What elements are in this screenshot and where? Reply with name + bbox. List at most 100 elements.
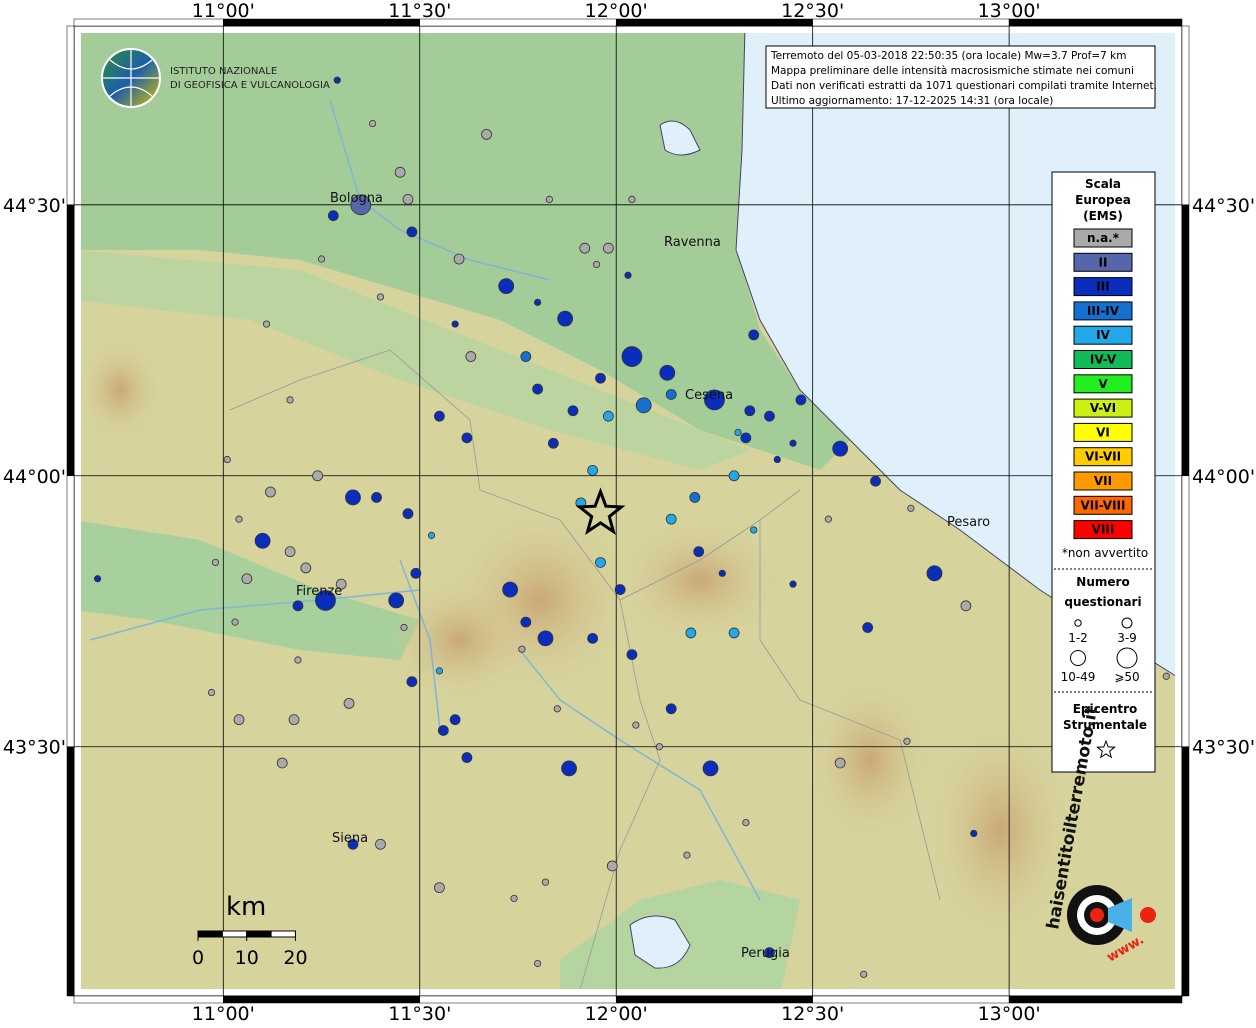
legend-label: n.a.* bbox=[1087, 231, 1120, 245]
graticule bbox=[74, 26, 1182, 996]
intensity-point bbox=[728, 627, 740, 639]
intensity-point bbox=[748, 329, 760, 341]
intensity-point bbox=[579, 242, 591, 254]
intensity-point bbox=[265, 486, 276, 498]
x-tick-label: 11°00' bbox=[192, 0, 255, 22]
legend-swatch bbox=[1073, 495, 1133, 515]
info-line: Mappa preliminare delle intensità macros… bbox=[771, 65, 1134, 77]
city-label: Pesaro bbox=[947, 515, 990, 530]
info-line: Ultimo aggiornamento: 17-12-2025 14:31 (… bbox=[771, 95, 1053, 107]
city-label: Siena bbox=[332, 831, 368, 846]
institute-name: DI GEOFISICA E VULCANOLOGIA bbox=[170, 80, 330, 91]
intensity-point bbox=[434, 882, 445, 894]
intensity-point bbox=[750, 526, 758, 534]
intensity-point bbox=[624, 271, 632, 279]
intensity-point bbox=[557, 310, 574, 327]
city-label: Perugia bbox=[741, 946, 790, 961]
city-label: Bologna bbox=[330, 191, 383, 206]
intensity-point bbox=[292, 600, 304, 612]
legend-title: Numero bbox=[1076, 575, 1129, 589]
legend-title: (EMS) bbox=[1083, 209, 1123, 223]
legend-size bbox=[1116, 647, 1138, 669]
intensity-point bbox=[532, 383, 544, 395]
legend-size bbox=[1074, 619, 1082, 627]
legend-label: VI-VII bbox=[1085, 450, 1121, 464]
intensity-point bbox=[693, 546, 705, 558]
terrain bbox=[81, 33, 1175, 989]
border-segment bbox=[66, 475, 75, 747]
scale-label: 0 bbox=[192, 947, 204, 969]
x-tick-label: 12°30' bbox=[781, 1003, 844, 1024]
legend-title: Scala bbox=[1085, 177, 1121, 191]
legend-label: V bbox=[1098, 377, 1108, 391]
intensity-point bbox=[451, 320, 459, 328]
intensity-point bbox=[742, 818, 750, 827]
y-tick-label: 44°30' bbox=[3, 195, 66, 217]
intensity-point bbox=[547, 437, 559, 449]
intensity-point bbox=[587, 464, 599, 476]
frame-border bbox=[66, 18, 1190, 1004]
border-segment bbox=[223, 995, 421, 1004]
intensity-point bbox=[628, 195, 636, 204]
intensity-point bbox=[327, 210, 339, 222]
intensity-point bbox=[545, 195, 554, 204]
intensity-point bbox=[903, 737, 911, 745]
legend-label: III bbox=[1096, 280, 1109, 294]
border-segment bbox=[1181, 475, 1190, 747]
intensity-point bbox=[376, 293, 385, 301]
y-tick-label: 44°00' bbox=[1192, 466, 1255, 488]
x-tick-label: 11°00' bbox=[192, 1003, 255, 1024]
intensity-point bbox=[595, 372, 606, 384]
x-tick-label: 13°00' bbox=[978, 0, 1041, 22]
intensity-point bbox=[595, 557, 606, 568]
institute-name: ISTITUTO NAZIONALE bbox=[170, 66, 277, 77]
points bbox=[93, 76, 1170, 978]
intensity-point bbox=[465, 351, 477, 362]
intensity-point bbox=[626, 649, 638, 661]
border-segment bbox=[1008, 18, 1183, 27]
city-label: Firenze bbox=[296, 584, 342, 599]
intensity-point bbox=[534, 959, 542, 968]
intensity-point bbox=[832, 440, 849, 457]
info-box: Terremoto del 05-03-2018 22:50:35 (ora l… bbox=[765, 45, 1157, 109]
intensity-point bbox=[764, 410, 775, 422]
intensity-point bbox=[704, 389, 725, 411]
intensity-point bbox=[689, 492, 701, 503]
legend-label: VI bbox=[1096, 425, 1110, 439]
intensity-point bbox=[288, 714, 300, 726]
border-segment bbox=[66, 25, 75, 206]
intensity-point bbox=[602, 410, 614, 422]
intensity-point bbox=[665, 389, 677, 400]
intensity-point bbox=[520, 616, 532, 628]
intensity-point bbox=[621, 346, 643, 367]
legend-note: *non avvertito bbox=[1062, 546, 1148, 560]
legend: ScalaEuropea(EMS)n.a.*IIIIIIII-IVIVIV-VV… bbox=[1051, 171, 1156, 773]
scale-unit: km bbox=[226, 892, 266, 922]
intensity-point bbox=[795, 394, 807, 406]
legend-swatch bbox=[1073, 520, 1133, 540]
intensity-point bbox=[461, 432, 473, 444]
intensity-point bbox=[375, 838, 386, 850]
intensity-point bbox=[683, 851, 691, 859]
intensity-point bbox=[606, 860, 618, 872]
y-tick-label: 44°30' bbox=[1192, 195, 1255, 217]
intensity-point bbox=[400, 623, 408, 632]
legend-title: questionari bbox=[1064, 595, 1141, 609]
city-label: Cesena bbox=[685, 388, 733, 403]
y-tick-label: 43°30' bbox=[1192, 737, 1255, 759]
border-segment bbox=[419, 995, 617, 1004]
intensity-point bbox=[284, 546, 296, 558]
intensity-point bbox=[520, 351, 532, 362]
legend-swatch bbox=[1073, 398, 1133, 418]
legend-label: VII-VIII bbox=[1080, 498, 1125, 512]
legend-size-label: 1-2 bbox=[1068, 631, 1088, 645]
legend-size-label: 10-49 bbox=[1061, 670, 1096, 684]
intensity-point bbox=[518, 645, 526, 653]
legend-label: VIII bbox=[1092, 523, 1115, 537]
intensity-point bbox=[406, 676, 418, 688]
legend-swatch bbox=[1073, 252, 1133, 272]
intensity-point bbox=[635, 397, 652, 414]
intensity-point bbox=[870, 475, 881, 487]
intensity-point bbox=[371, 492, 382, 503]
